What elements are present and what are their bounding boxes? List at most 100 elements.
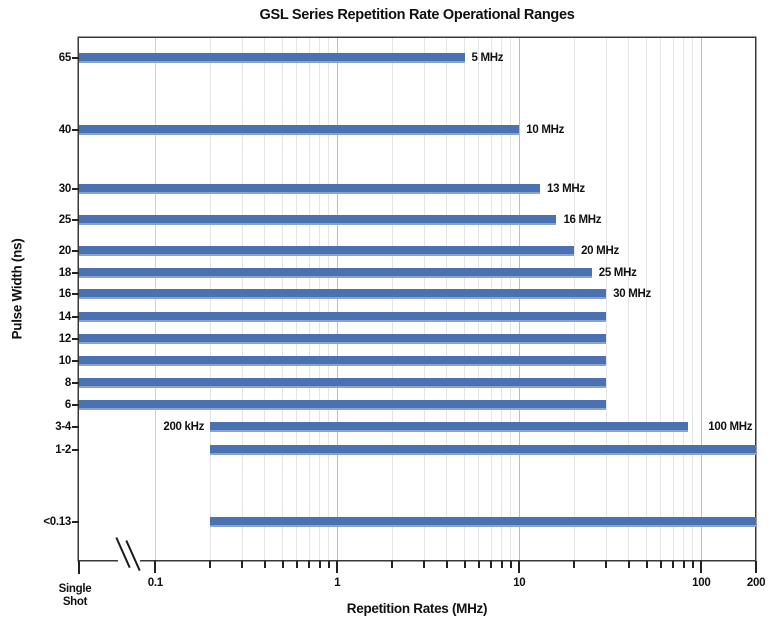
x-tick-label: 100 <box>692 577 711 589</box>
x-tick-minor <box>308 561 311 568</box>
y-tick <box>72 426 79 428</box>
x-tick-minor <box>209 561 212 568</box>
gridline-minor <box>573 38 575 560</box>
gridline-minor <box>423 38 425 560</box>
range-bar <box>210 445 757 455</box>
x-tick-minor <box>490 561 493 568</box>
y-tick-label: 1-2 <box>55 444 71 456</box>
y-tick <box>72 449 79 451</box>
y-tick-label: 10 <box>58 355 72 367</box>
y-tick-label: 65 <box>58 52 72 64</box>
gridline-minor <box>501 38 503 560</box>
range-bar <box>79 378 607 388</box>
range-bar <box>79 334 607 344</box>
bar-end-label: 25 MHz <box>598 267 637 279</box>
bar-end-label: 16 MHz <box>563 214 602 226</box>
y-tick <box>72 293 79 295</box>
x-tick-minor <box>645 561 648 568</box>
gridline-major <box>700 38 702 560</box>
x-tick-major <box>336 561 339 573</box>
x-tick-label: 0.1 <box>147 577 163 589</box>
range-bar <box>79 125 520 135</box>
x-tick-minor <box>241 561 244 568</box>
y-tick <box>72 360 79 362</box>
x-tick-minor <box>627 561 630 568</box>
gridline-minor <box>605 38 607 560</box>
y-tick <box>72 316 79 318</box>
gridline-minor <box>308 38 310 560</box>
x-tick-minor <box>263 561 266 568</box>
x-tick-minor <box>500 561 503 568</box>
x-tick-minor <box>659 561 662 568</box>
x-tick-minor <box>691 561 694 568</box>
range-bar <box>79 215 557 225</box>
x-tick-major <box>154 561 157 573</box>
gridline-minor <box>282 38 283 560</box>
x-tick-minor <box>463 561 466 568</box>
y-tick-label: 12 <box>58 333 72 345</box>
range-bar <box>79 184 541 194</box>
x-tick-minor <box>682 561 685 568</box>
bar-end-label: 5 MHz <box>471 52 504 64</box>
gridline-minor <box>319 38 321 560</box>
single-shot-line1: Single <box>58 583 92 595</box>
range-bar <box>79 53 465 63</box>
y-tick <box>72 521 79 523</box>
gridline-minor <box>478 38 480 560</box>
x-tick-major <box>755 561 758 573</box>
range-bar <box>79 400 607 410</box>
y-tick-label: 14 <box>58 311 72 323</box>
y-tick-label: 6 <box>64 399 71 411</box>
x-tick-minor <box>281 561 284 568</box>
x-tick-major <box>700 561 703 573</box>
x-tick-minor <box>318 561 321 568</box>
y-tick <box>72 250 79 252</box>
gridline-major <box>336 38 338 560</box>
bar-start-label: 200 kHz <box>163 421 205 433</box>
bar-end-label: 10 MHz <box>526 124 565 136</box>
y-tick <box>72 338 79 340</box>
y-tick-label: 3-4 <box>55 421 71 433</box>
range-bar <box>79 268 592 278</box>
range-bar <box>79 312 607 322</box>
range-bar <box>79 289 607 299</box>
x-tick-minor <box>509 561 512 568</box>
y-tick-label: 30 <box>58 183 72 195</box>
y-tick-label: <0.13 <box>43 516 71 528</box>
plot-area <box>79 38 757 560</box>
x-axis-title: Repetition Rates (MHz) <box>346 601 488 616</box>
y-tick-label: 25 <box>58 214 72 226</box>
y-tick <box>72 57 79 59</box>
gridline-minor <box>628 38 630 560</box>
gridline-minor <box>209 38 211 560</box>
y-tick <box>72 382 79 384</box>
x-tick-major <box>518 561 521 573</box>
x-tick-minor <box>391 561 394 568</box>
gridline-minor <box>296 38 298 560</box>
bar-end-label: 30 MHz <box>613 288 651 300</box>
x-tick-minor <box>327 561 330 568</box>
bar-end-label: 20 MHz <box>581 245 619 257</box>
range-bar <box>79 356 607 366</box>
gridline-minor <box>446 38 448 560</box>
x-tick-minor <box>477 561 480 568</box>
x-tick-label: 200 <box>746 577 766 589</box>
gridline-minor <box>510 38 512 560</box>
gridline-major <box>518 38 520 560</box>
x-tick-minor <box>445 561 448 568</box>
gridline-minor <box>328 38 330 560</box>
gridline-minor <box>692 38 694 560</box>
x-tick-minor <box>295 561 298 568</box>
gridline-minor <box>660 38 662 560</box>
gridline-major <box>154 38 156 560</box>
y-tick-label: 40 <box>58 124 72 136</box>
gridline-minor <box>683 38 685 560</box>
y-tick <box>72 272 79 274</box>
gridline-minor <box>241 38 243 560</box>
x-tick-minor <box>573 561 576 568</box>
x-tick-minor <box>605 561 608 568</box>
range-bar <box>210 422 689 432</box>
gridline-minor <box>464 38 465 560</box>
range-bar <box>79 246 575 256</box>
